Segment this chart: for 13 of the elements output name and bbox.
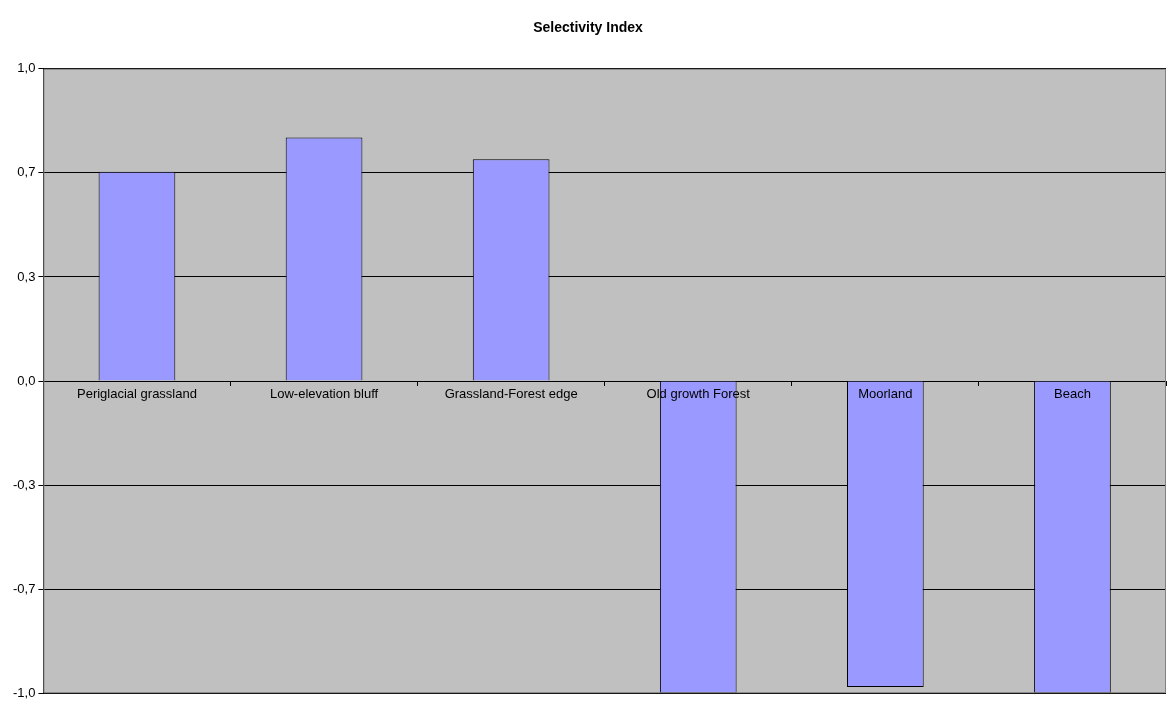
x-tick-label: Low-elevation bluff — [269, 386, 379, 402]
y-tick-label: 1,0 — [17, 60, 36, 76]
y-tick-label: 0,3 — [17, 268, 36, 284]
x-tick-label: Grassland-Forest edge — [444, 386, 578, 402]
y-tick-label: -0,7 — [12, 580, 36, 596]
y-tick-label: 0,7 — [17, 164, 36, 180]
y-tick-label: -1,0 — [12, 684, 36, 700]
x-tick-label: Periglacial grassland — [76, 386, 197, 402]
chart-title: Selectivity Index — [533, 19, 644, 36]
y-tick-label: -0,3 — [12, 476, 36, 492]
x-tick-label: Beach — [1054, 386, 1091, 402]
x-tick-label: Moorland — [858, 386, 913, 402]
y-tick-label: 0,0 — [17, 372, 36, 388]
